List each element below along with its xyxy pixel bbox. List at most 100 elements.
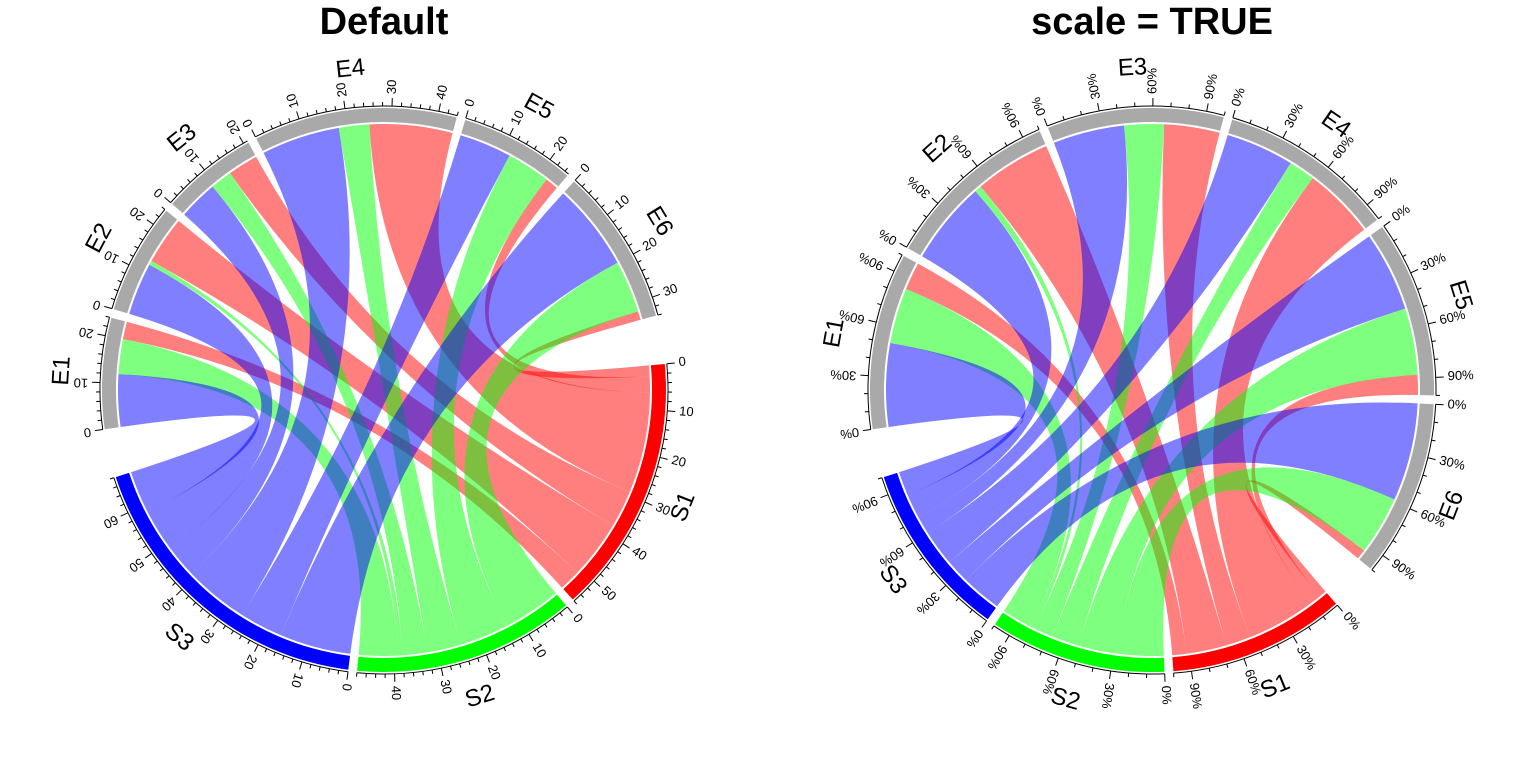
sector-label-S2: S2: [1048, 682, 1084, 716]
tick-label: 30: [661, 280, 680, 299]
tick-label: 90%: [856, 249, 886, 274]
tick-label: 10: [612, 192, 633, 213]
tick-label: 60%: [1438, 307, 1467, 328]
link-S1-E3: [229, 156, 630, 526]
sector-track-E1: [869, 255, 917, 430]
tick-label: 50: [126, 555, 146, 576]
link-S3-E4: [927, 135, 1291, 563]
tick-label: 30: [437, 678, 455, 695]
tick-label: 40: [433, 84, 451, 101]
tick-label: 10: [507, 108, 527, 128]
tick-label: 20: [485, 663, 504, 682]
tick-label: 10: [530, 640, 550, 660]
sector-label-E4: E4: [334, 54, 366, 84]
sector-track-E4: [1228, 119, 1377, 229]
tick-label: 0: [461, 97, 477, 108]
tick-label: 90%: [1389, 555, 1419, 583]
link-S3-E5: [949, 236, 1406, 581]
tick-label: 10: [73, 375, 88, 390]
link-S2-E5: [431, 155, 547, 645]
link-S3-E4: [191, 127, 350, 616]
tick-label: 90%: [1187, 682, 1206, 710]
tick-label: 0%: [1447, 396, 1467, 412]
tick-label: 60%: [837, 307, 866, 328]
tick-label: 30%: [1438, 452, 1467, 473]
tick-label: 20: [241, 652, 261, 672]
tick-label: 0%: [839, 425, 860, 443]
tick-label: 60%: [1144, 68, 1159, 95]
tick-label: 0: [678, 353, 687, 369]
link-S2-E1: [118, 339, 398, 656]
link-S2-E6: [1116, 467, 1395, 657]
link-S3-E1: [885, 342, 1026, 496]
sector-E1: 0% 30% 60% 90% E1: [818, 249, 917, 443]
tick-label: 20: [550, 133, 571, 154]
sector-track-E5: [1370, 227, 1435, 396]
sector-track-E1: [101, 317, 125, 430]
tick-label: 10: [102, 247, 122, 267]
tick-label: 0%: [1389, 201, 1413, 224]
sector-track-S2: [995, 612, 1165, 673]
chord-panel-scaled: 0%30%60%90%E10%30%60%90%E20%30% 60% 90%E30…: [818, 53, 1478, 716]
tick-label: 30%: [830, 367, 857, 383]
tick-label: 10: [679, 403, 695, 419]
tick-label: 0: [577, 160, 593, 175]
link-S3-E2: [907, 191, 1052, 517]
sector-label-E2: E2: [917, 129, 957, 169]
sector-track-S3: [883, 472, 996, 620]
sector-label-S1: S1: [1256, 668, 1293, 704]
tick-label: 90%: [1201, 72, 1221, 101]
sector-track-E6: [1359, 403, 1434, 569]
sector-S1: 0 10 20 30 40 50 S1: [563, 353, 701, 605]
tick-label: 0%: [1028, 95, 1049, 118]
tick-label: 20: [127, 204, 148, 225]
sector-label-E1: E1: [47, 355, 76, 386]
sector-track-E6: [564, 181, 657, 320]
tick-label: 90%: [984, 643, 1010, 673]
tick-label: 90%: [850, 493, 880, 517]
sector-label-E6: E6: [640, 202, 678, 241]
tick-label: 40: [159, 593, 180, 614]
sector-track-E2: [908, 131, 1046, 256]
tick-label: 0: [91, 297, 102, 313]
link-S3-E6: [965, 402, 1418, 607]
tick-label: 40: [389, 685, 405, 700]
tick-label: 0%: [1159, 685, 1175, 705]
tick-label: 30%: [1418, 249, 1448, 274]
chart-title-default: Default: [320, 1, 449, 43]
sector-track-S1: [563, 363, 666, 600]
tick-label: 0%: [1340, 609, 1364, 633]
tick-label: 90%: [998, 100, 1023, 130]
sector-E4: 0 10 20 30 40 E4: [239, 54, 459, 152]
link-S3-E1: [117, 374, 259, 513]
tick-label: 0: [150, 185, 165, 201]
tick-label: 30%: [1084, 72, 1104, 101]
sector-label-E5: E5: [520, 88, 559, 126]
link-S1-E6: [1245, 480, 1365, 597]
link-S2-E3: [212, 173, 428, 656]
link-S3-E3: [170, 186, 294, 574]
sector-label-S3: S3: [873, 560, 912, 600]
sector-label-E1: E1: [818, 316, 850, 350]
sector-track-E2: [113, 210, 178, 314]
tick-label: 0: [239, 117, 256, 130]
tick-label: 0%: [963, 627, 986, 651]
sector-label-S1: S1: [665, 488, 701, 525]
link-S2-E6: [464, 262, 639, 627]
tick-label: 40: [629, 543, 649, 563]
sector-label-S2: S2: [462, 679, 498, 714]
tick-label: 0: [83, 425, 92, 441]
link-S2-E5: [1078, 308, 1418, 654]
link-S1-E6: [513, 311, 650, 379]
sector-track-E4: [256, 107, 457, 152]
tick-label: 30%: [1281, 100, 1307, 130]
tick-label: 10: [288, 672, 307, 690]
sector-track-S1: [1172, 593, 1337, 672]
sector-track-E3: [172, 142, 256, 214]
link-S1-E1: [122, 321, 578, 588]
tick-label: 0%: [1228, 85, 1248, 108]
tick-label: 0: [339, 683, 355, 692]
